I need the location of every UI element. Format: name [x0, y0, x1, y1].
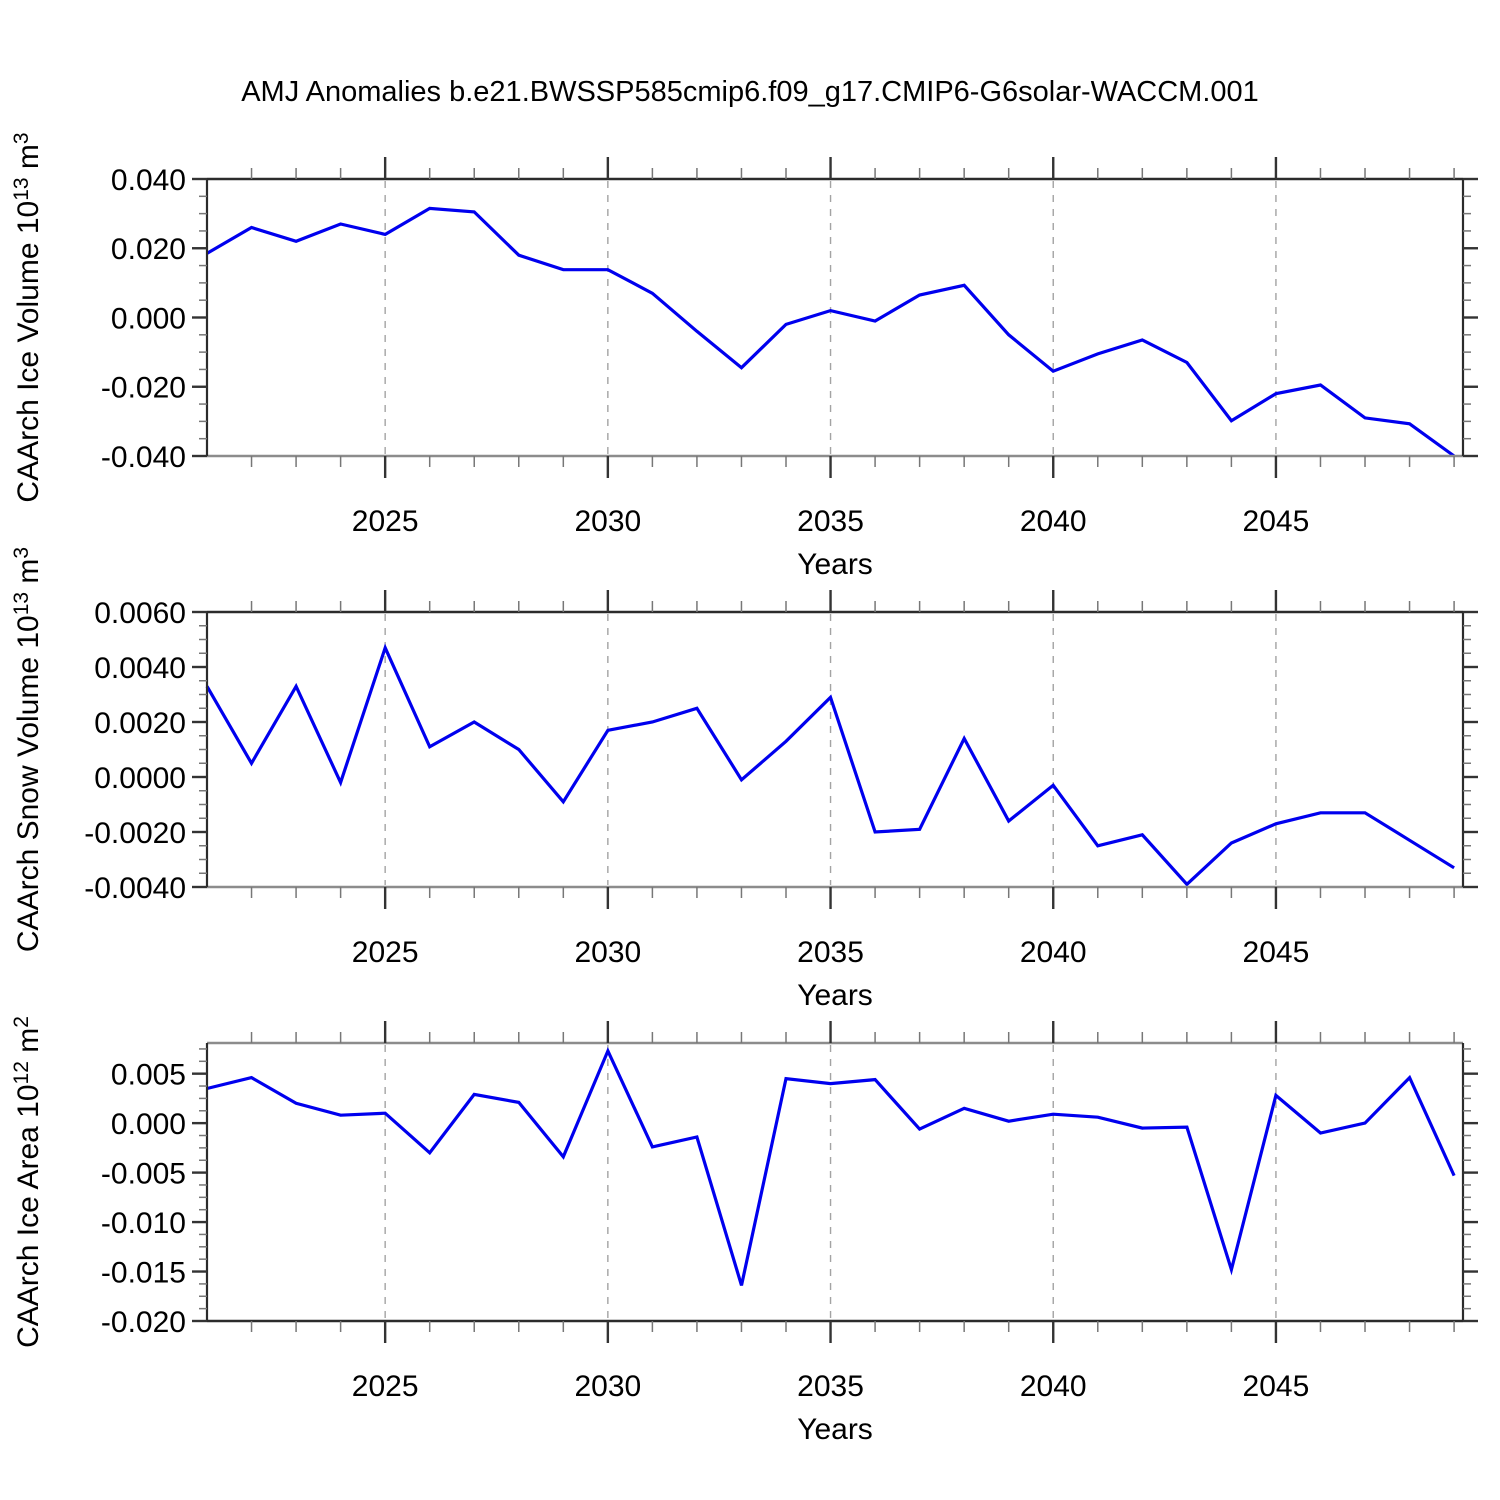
panels-group: 0.040 0.020 0.000 -0.020 -0.040 2025 2030 2035 2…	[84, 157, 1478, 1403]
x-tick-label: 2030	[574, 1370, 641, 1403]
y-tick-label: -0.010	[101, 1207, 186, 1240]
y-tick-label: -0.0020	[84, 817, 186, 850]
y-tick-label: -0.040	[101, 441, 186, 474]
series-line-caarch-ice-volume	[206, 206, 1456, 458]
x-tick-label: 2030	[574, 936, 641, 969]
x-ticks	[250, 1021, 1455, 1343]
y-ticks	[192, 610, 1478, 889]
x-tick-label: 2030	[574, 505, 641, 538]
y-axis-title-ice-area: CAArch Ice Area 1012 m2	[10, 1016, 45, 1348]
y-ticks	[192, 1048, 1478, 1323]
y-tick-label: 0.0040	[94, 652, 186, 685]
y-tick-label: 0.0060	[94, 597, 186, 630]
x-axis-title-panel-1: Years	[797, 548, 873, 581]
spines	[205, 1041, 1465, 1323]
x-tick-label: 2035	[797, 936, 864, 969]
y-tick-label: -0.020	[101, 372, 186, 405]
x-tick-label: 2035	[797, 1370, 864, 1403]
x-ticks	[250, 590, 1455, 909]
x-tick-label: 2040	[1020, 936, 1087, 969]
gridlines	[384, 614, 1277, 885]
series-line-caarch-snow-volume	[205, 643, 1455, 887]
panel-caarch-ice-area: 0.005 0.000 -0.005 -0.010 -0.015 -0.020 2025 20…	[101, 1021, 1478, 1403]
x-tick-label: 2045	[1243, 936, 1310, 969]
y-axis-title-snow-volume: CAArch Snow Volume 1013 m3	[10, 547, 45, 952]
y-tick-label: -0.020	[101, 1306, 186, 1339]
y-ticks	[192, 177, 1478, 458]
y-tick-label: -0.015	[101, 1256, 186, 1289]
panel-caarch-ice-volume: 0.040 0.020 0.000 -0.020 -0.040 2025 2030 2035 2…	[101, 157, 1478, 538]
y-tick-label: 0.000	[111, 1108, 186, 1141]
x-axis-title-panel-3: Years	[797, 1413, 873, 1446]
gridlines	[384, 1045, 1277, 1319]
x-tick-label: 2045	[1243, 505, 1310, 538]
y-tick-label: 0.000	[111, 302, 186, 335]
y-tick-label: 0.0020	[94, 707, 186, 740]
y-tick-label: 0.005	[111, 1058, 186, 1091]
x-tick-label: 2025	[352, 1370, 419, 1403]
y-axis-title-ice-volume: CAArch Ice Volume 1013 m3	[10, 132, 45, 502]
gridlines	[384, 181, 1277, 454]
x-tick-label: 2035	[797, 505, 864, 538]
x-tick-label: 2040	[1020, 505, 1087, 538]
x-axis-title-panel-2: Years	[797, 979, 873, 1012]
x-tick-label: 2045	[1243, 1370, 1310, 1403]
spines	[205, 177, 1465, 458]
y-tick-label: 0.020	[111, 233, 186, 266]
x-tick-label: 2025	[352, 505, 419, 538]
y-tick-label: -0.0040	[84, 872, 186, 905]
panel-caarch-snow-volume: 0.0060 0.0040 0.0020 0.0000 -0.0020 -0.0040 20…	[84, 590, 1478, 969]
spines	[205, 610, 1465, 889]
x-tick-label: 2025	[352, 936, 419, 969]
figure-title: AMJ Anomalies b.e21.BWSSP585cmip6.f09_g1…	[241, 76, 1259, 108]
y-tick-label: -0.005	[101, 1157, 186, 1190]
y-tick-label: 0.040	[111, 164, 186, 197]
y-tick-label: 0.0000	[94, 762, 186, 795]
x-ticks	[250, 157, 1455, 478]
x-tick-label: 2040	[1020, 1370, 1087, 1403]
series-line-caarch-ice-area	[206, 1046, 1456, 1286]
